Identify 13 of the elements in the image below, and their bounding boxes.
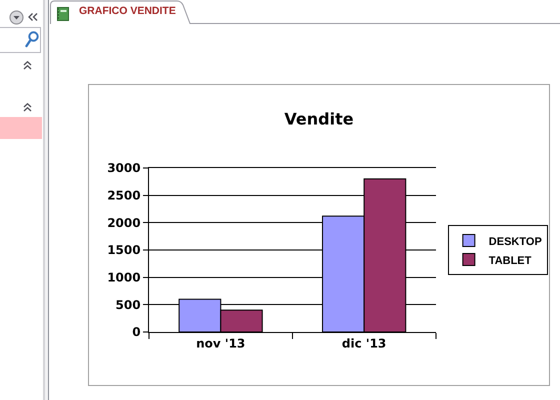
y-tick-label: 3000 bbox=[107, 161, 141, 176]
y-tick-label: 1500 bbox=[107, 243, 141, 258]
y-tick-label: 2500 bbox=[107, 188, 141, 203]
text: GRAFICO VENDITE bbox=[79, 5, 176, 18]
y-tick-label: 1000 bbox=[107, 270, 141, 285]
x-tick-label: nov '13 bbox=[196, 336, 246, 350]
legend-label: DESKTOP bbox=[488, 236, 542, 248]
x-tick-label: dic '13 bbox=[342, 336, 386, 350]
y-tick-label: 500 bbox=[116, 298, 141, 312]
chart-title: Vendite bbox=[284, 110, 354, 129]
y-tick-label: 0 bbox=[132, 325, 141, 340]
y-tick-label: 2000 bbox=[107, 216, 141, 230]
legend-label: TABLET bbox=[488, 254, 532, 267]
